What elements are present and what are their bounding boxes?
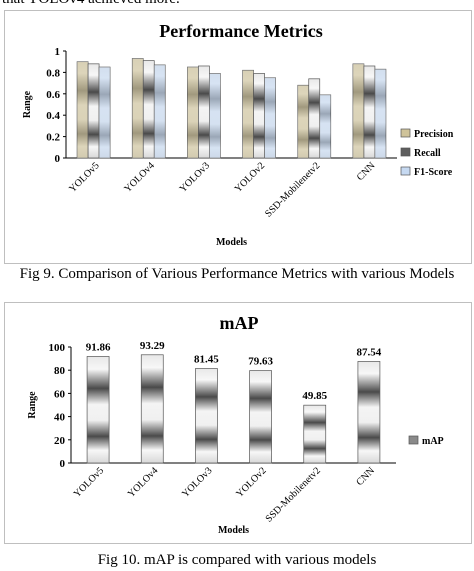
performance-metrics-chart: Performance Metrics 0 0.2 0.4 0.6 0.8 1 Range YO…: [22, 21, 454, 248]
legend-label-map: mAP: [422, 436, 444, 447]
map-chart-panel: mAP 0 20 40 60 80 100 Range 91.86 YOLOv5 93.29 YOLO…: [4, 302, 472, 544]
x-tick-label-yolov2: YOLOv2: [234, 465, 268, 499]
x-tick-label-ssd-mobilenetv2: SSD-Mobilenetv2: [263, 160, 322, 219]
legend-label-f1-score: F1-Score: [414, 167, 453, 178]
legend-label-recall: Recall: [414, 148, 441, 159]
y-tick-label: 80: [54, 365, 66, 377]
bar-recall-yolov4: [142, 60, 155, 159]
y-tick-label: 40: [54, 412, 66, 424]
bar-recall-cnn: [363, 65, 376, 159]
bar-shade-f1-score-ssd-mobilenetv2: [319, 94, 331, 158]
bar-shade-f1-score-yolov5: [99, 67, 111, 158]
x-tick-label-yolov3: YOLOv3: [178, 160, 212, 194]
x-tick-label-ssd-mobilenetv2: SSD-Mobilenetv2: [264, 465, 323, 524]
x-axis-label: Models: [218, 525, 249, 536]
data-label-yolov3: 81.45: [194, 354, 219, 366]
bar-shade-precision-yolov3: [187, 67, 199, 158]
y-tick-label: 100: [49, 342, 66, 354]
legend-swatch-precision: [400, 128, 411, 138]
map-chart: mAP 0 20 40 60 80 100 Range 91.86 YOLOv5 93.29 YOLO…: [27, 313, 444, 536]
bar-recall-yolov3: [198, 65, 210, 159]
bar-map-yolov4: [140, 354, 164, 464]
bar-map-yolov5: [86, 356, 110, 464]
x-tick-label-yolov3: YOLOv3: [180, 465, 214, 499]
data-label-ssd-mobilenetv2: 49.85: [302, 390, 327, 402]
y-tick-label: 0.6: [46, 89, 60, 101]
bar-recall-yolov2: [253, 73, 265, 159]
performance-metrics-chart-panel: Performance Metrics 0 0.2 0.4 0.6 0.8 1 Range YO…: [4, 10, 472, 264]
x-tick-label-cnn: CNN: [354, 465, 377, 488]
y-tick-label: 0.2: [46, 132, 60, 144]
x-tick-label-yolov4: YOLOv4: [126, 465, 160, 499]
bar-shade-precision-yolov5: [77, 61, 89, 159]
fig10-caption: Fig 10. mAP is compared with various mod…: [97, 552, 377, 568]
data-label-yolov4: 93.29: [140, 340, 165, 352]
bar-shade-f1-score-yolov3: [209, 73, 221, 158]
y-tick-label: 0: [60, 458, 66, 470]
legend-swatch-f1-score: [400, 166, 411, 176]
bar-shade-precision-yolov4: [132, 58, 144, 158]
data-label-yolov5: 91.86: [86, 341, 111, 353]
x-tick-label-yolov5: YOLOv5: [67, 160, 101, 194]
y-tick-label: 1: [55, 46, 61, 58]
y-axis-label: Range: [27, 391, 38, 419]
data-label-cnn: 87.54: [357, 346, 382, 358]
intro-text: that YOLOv4 achieved more.: [2, 0, 180, 8]
y-tick-label: 0.4: [46, 110, 60, 122]
bar-shade-f1-score-yolov4: [154, 64, 166, 158]
data-label-yolov2: 79.63: [248, 356, 273, 368]
chart-title: mAP: [220, 313, 259, 333]
bar-map-cnn: [357, 361, 381, 464]
x-axis-label: Models: [216, 237, 247, 248]
x-tick-label-yolov5: YOLOv5: [72, 465, 106, 499]
bar-shade-f1-score-yolov2: [264, 77, 276, 158]
x-tick-label-yolov2: YOLOv2: [233, 160, 267, 194]
y-axis-label: Range: [22, 90, 33, 118]
legend-swatch-recall: [400, 147, 411, 157]
x-tick-label-cnn: CNN: [355, 160, 378, 183]
fig9-caption: Fig 9. Comparison of Various Performance…: [19, 266, 455, 282]
bar-map-ssd-mobilenetv2: [303, 404, 327, 464]
x-tick-label-yolov4: YOLOv4: [122, 160, 156, 194]
legend-swatch-map: [408, 435, 419, 445]
bar-recall-yolov5: [87, 63, 100, 159]
y-tick-label: 0.8: [46, 67, 60, 79]
bar-shade-precision-ssd-mobilenetv2: [297, 85, 309, 158]
bar-shade-precision-yolov2: [242, 70, 254, 158]
bar-shade-f1-score-cnn: [374, 69, 386, 158]
y-tick-label: 0: [55, 153, 61, 165]
chart-title: Performance Metrics: [159, 21, 322, 41]
bar-shade-precision-cnn: [352, 63, 364, 159]
bar-map-yolov2: [249, 370, 272, 464]
y-tick-label: 20: [54, 435, 66, 447]
legend-label-precision: Precision: [414, 129, 454, 140]
y-tick-label: 60: [54, 388, 66, 400]
bar-map-yolov3: [195, 368, 218, 464]
bar-recall-ssd-mobilenetv2: [308, 78, 321, 159]
